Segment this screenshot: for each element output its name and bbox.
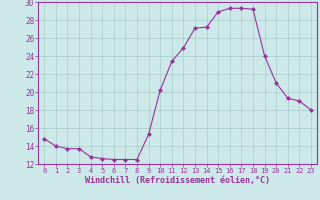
- X-axis label: Windchill (Refroidissement éolien,°C): Windchill (Refroidissement éolien,°C): [85, 176, 270, 185]
